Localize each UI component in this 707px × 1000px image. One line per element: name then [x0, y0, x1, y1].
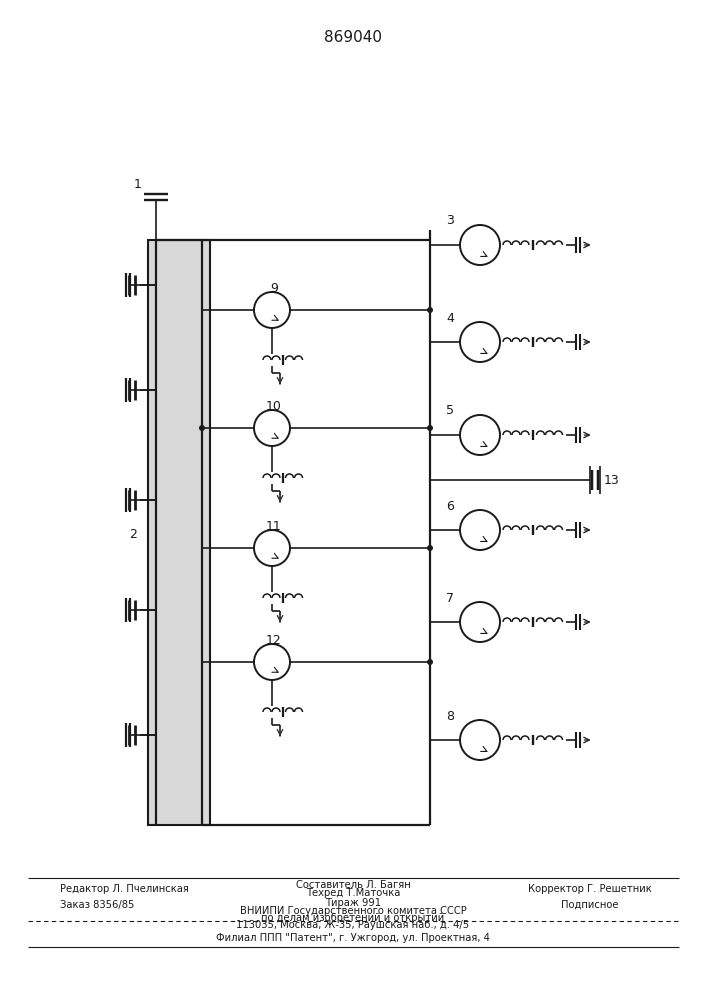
Circle shape: [427, 659, 433, 665]
Text: 12: 12: [266, 634, 282, 647]
Text: Подписное: Подписное: [561, 900, 619, 910]
Circle shape: [460, 602, 500, 642]
Circle shape: [199, 425, 205, 431]
Text: 9: 9: [270, 282, 278, 294]
Text: 4: 4: [446, 312, 454, 324]
Circle shape: [460, 415, 500, 455]
Text: 5: 5: [446, 404, 454, 418]
Circle shape: [460, 720, 500, 760]
Text: 8: 8: [446, 710, 454, 722]
Text: 7: 7: [446, 591, 454, 604]
Circle shape: [254, 644, 290, 680]
Circle shape: [427, 307, 433, 313]
Text: 10: 10: [266, 399, 282, 412]
Text: Тираж 991: Тираж 991: [325, 898, 381, 908]
Text: Техред Т.Маточка: Техред Т.Маточка: [306, 888, 400, 898]
Circle shape: [254, 410, 290, 446]
Text: 869040: 869040: [324, 30, 382, 45]
Text: 1: 1: [134, 178, 142, 192]
Text: Редактор Л. Пчелинская: Редактор Л. Пчелинская: [60, 884, 189, 894]
Text: 113035, Москва, Ж-35, Раушская наб., д. 4/5: 113035, Москва, Ж-35, Раушская наб., д. …: [236, 920, 469, 930]
Text: 13: 13: [604, 474, 620, 487]
Circle shape: [254, 530, 290, 566]
Text: 11: 11: [266, 520, 282, 532]
Text: Составитель Л. Багян: Составитель Л. Багян: [296, 880, 410, 890]
Bar: [148, 240, 210, 825]
Text: 3: 3: [446, 215, 454, 228]
Text: 2: 2: [129, 528, 137, 542]
Text: Заказ 8356/85: Заказ 8356/85: [60, 900, 134, 910]
Text: ВНИИПИ Государственного комитета СССР: ВНИИПИ Государственного комитета СССР: [240, 906, 467, 916]
Text: по делам изобретений и открытий: по делам изобретений и открытий: [262, 913, 445, 923]
Text: Филиал ППП "Патент", г. Ужгород, ул. Проектная, 4: Филиал ППП "Патент", г. Ужгород, ул. Про…: [216, 933, 490, 943]
Text: 6: 6: [446, 499, 454, 512]
Text: Корректор Г. Решетник: Корректор Г. Решетник: [528, 884, 652, 894]
Circle shape: [254, 292, 290, 328]
Circle shape: [427, 545, 433, 551]
Circle shape: [460, 510, 500, 550]
Circle shape: [460, 322, 500, 362]
Circle shape: [460, 225, 500, 265]
Circle shape: [427, 425, 433, 431]
